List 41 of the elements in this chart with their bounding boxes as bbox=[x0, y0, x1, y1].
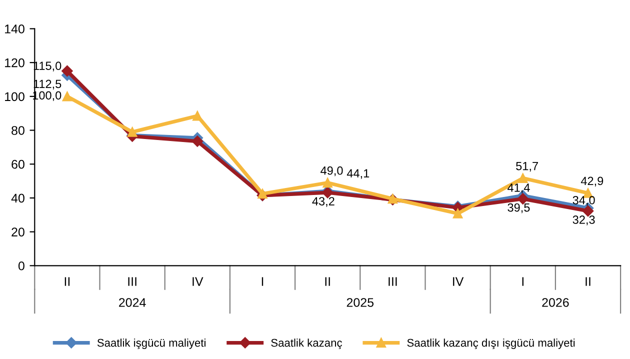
y-tick-label: 40 bbox=[11, 194, 24, 203]
x-tick-label: II bbox=[586, 277, 590, 286]
point bbox=[127, 127, 138, 137]
text: 2025 bbox=[346, 298, 374, 307]
data-label: 44,1 bbox=[346, 169, 370, 179]
data-label: 32,3 bbox=[572, 216, 595, 226]
data-label: 41,4 bbox=[508, 184, 530, 194]
x-tick-label: I bbox=[522, 277, 524, 286]
text: 2024 bbox=[119, 298, 146, 307]
point bbox=[452, 208, 463, 218]
y-tick-label: 60 bbox=[12, 160, 24, 169]
data-label: 49,0 bbox=[320, 166, 343, 176]
data-label: 51,7 bbox=[516, 162, 538, 172]
y-tick-label: 0 bbox=[18, 261, 24, 270]
point bbox=[62, 92, 72, 102]
x-tick-label: III bbox=[128, 277, 136, 286]
legend-label: Saatlik kazanç bbox=[271, 338, 342, 349]
y-tick-label: 120 bbox=[5, 58, 24, 68]
data-label: 34,0 bbox=[572, 196, 595, 206]
x-tick-label: III bbox=[388, 277, 397, 286]
point bbox=[192, 136, 204, 147]
point bbox=[258, 188, 268, 199]
y-tick-label: 140 bbox=[5, 24, 24, 34]
point bbox=[62, 65, 73, 77]
data-label: 42,9 bbox=[580, 176, 604, 187]
x-tick-label: I bbox=[262, 277, 264, 286]
point bbox=[322, 178, 332, 188]
point bbox=[518, 173, 528, 184]
legend-label: Saatlik işgücü maliyeti bbox=[97, 338, 206, 349]
x-tick-label: II bbox=[64, 277, 70, 286]
legend-label: Saatlik kazanç dışı işgücü maliyeti bbox=[407, 338, 575, 349]
y-tick-label: 20 bbox=[12, 228, 24, 236]
x-tick-label: II bbox=[325, 277, 330, 286]
data-label: 43,2 bbox=[312, 197, 334, 207]
x-tick-label: IV bbox=[192, 277, 204, 286]
y-tick-label: 80 bbox=[12, 126, 24, 135]
text: 2026 bbox=[542, 298, 569, 307]
point bbox=[192, 111, 202, 121]
x-tick-label: IV bbox=[453, 277, 464, 286]
y-tick-label: 100 bbox=[5, 92, 24, 102]
data-label: 39,5 bbox=[508, 203, 530, 214]
